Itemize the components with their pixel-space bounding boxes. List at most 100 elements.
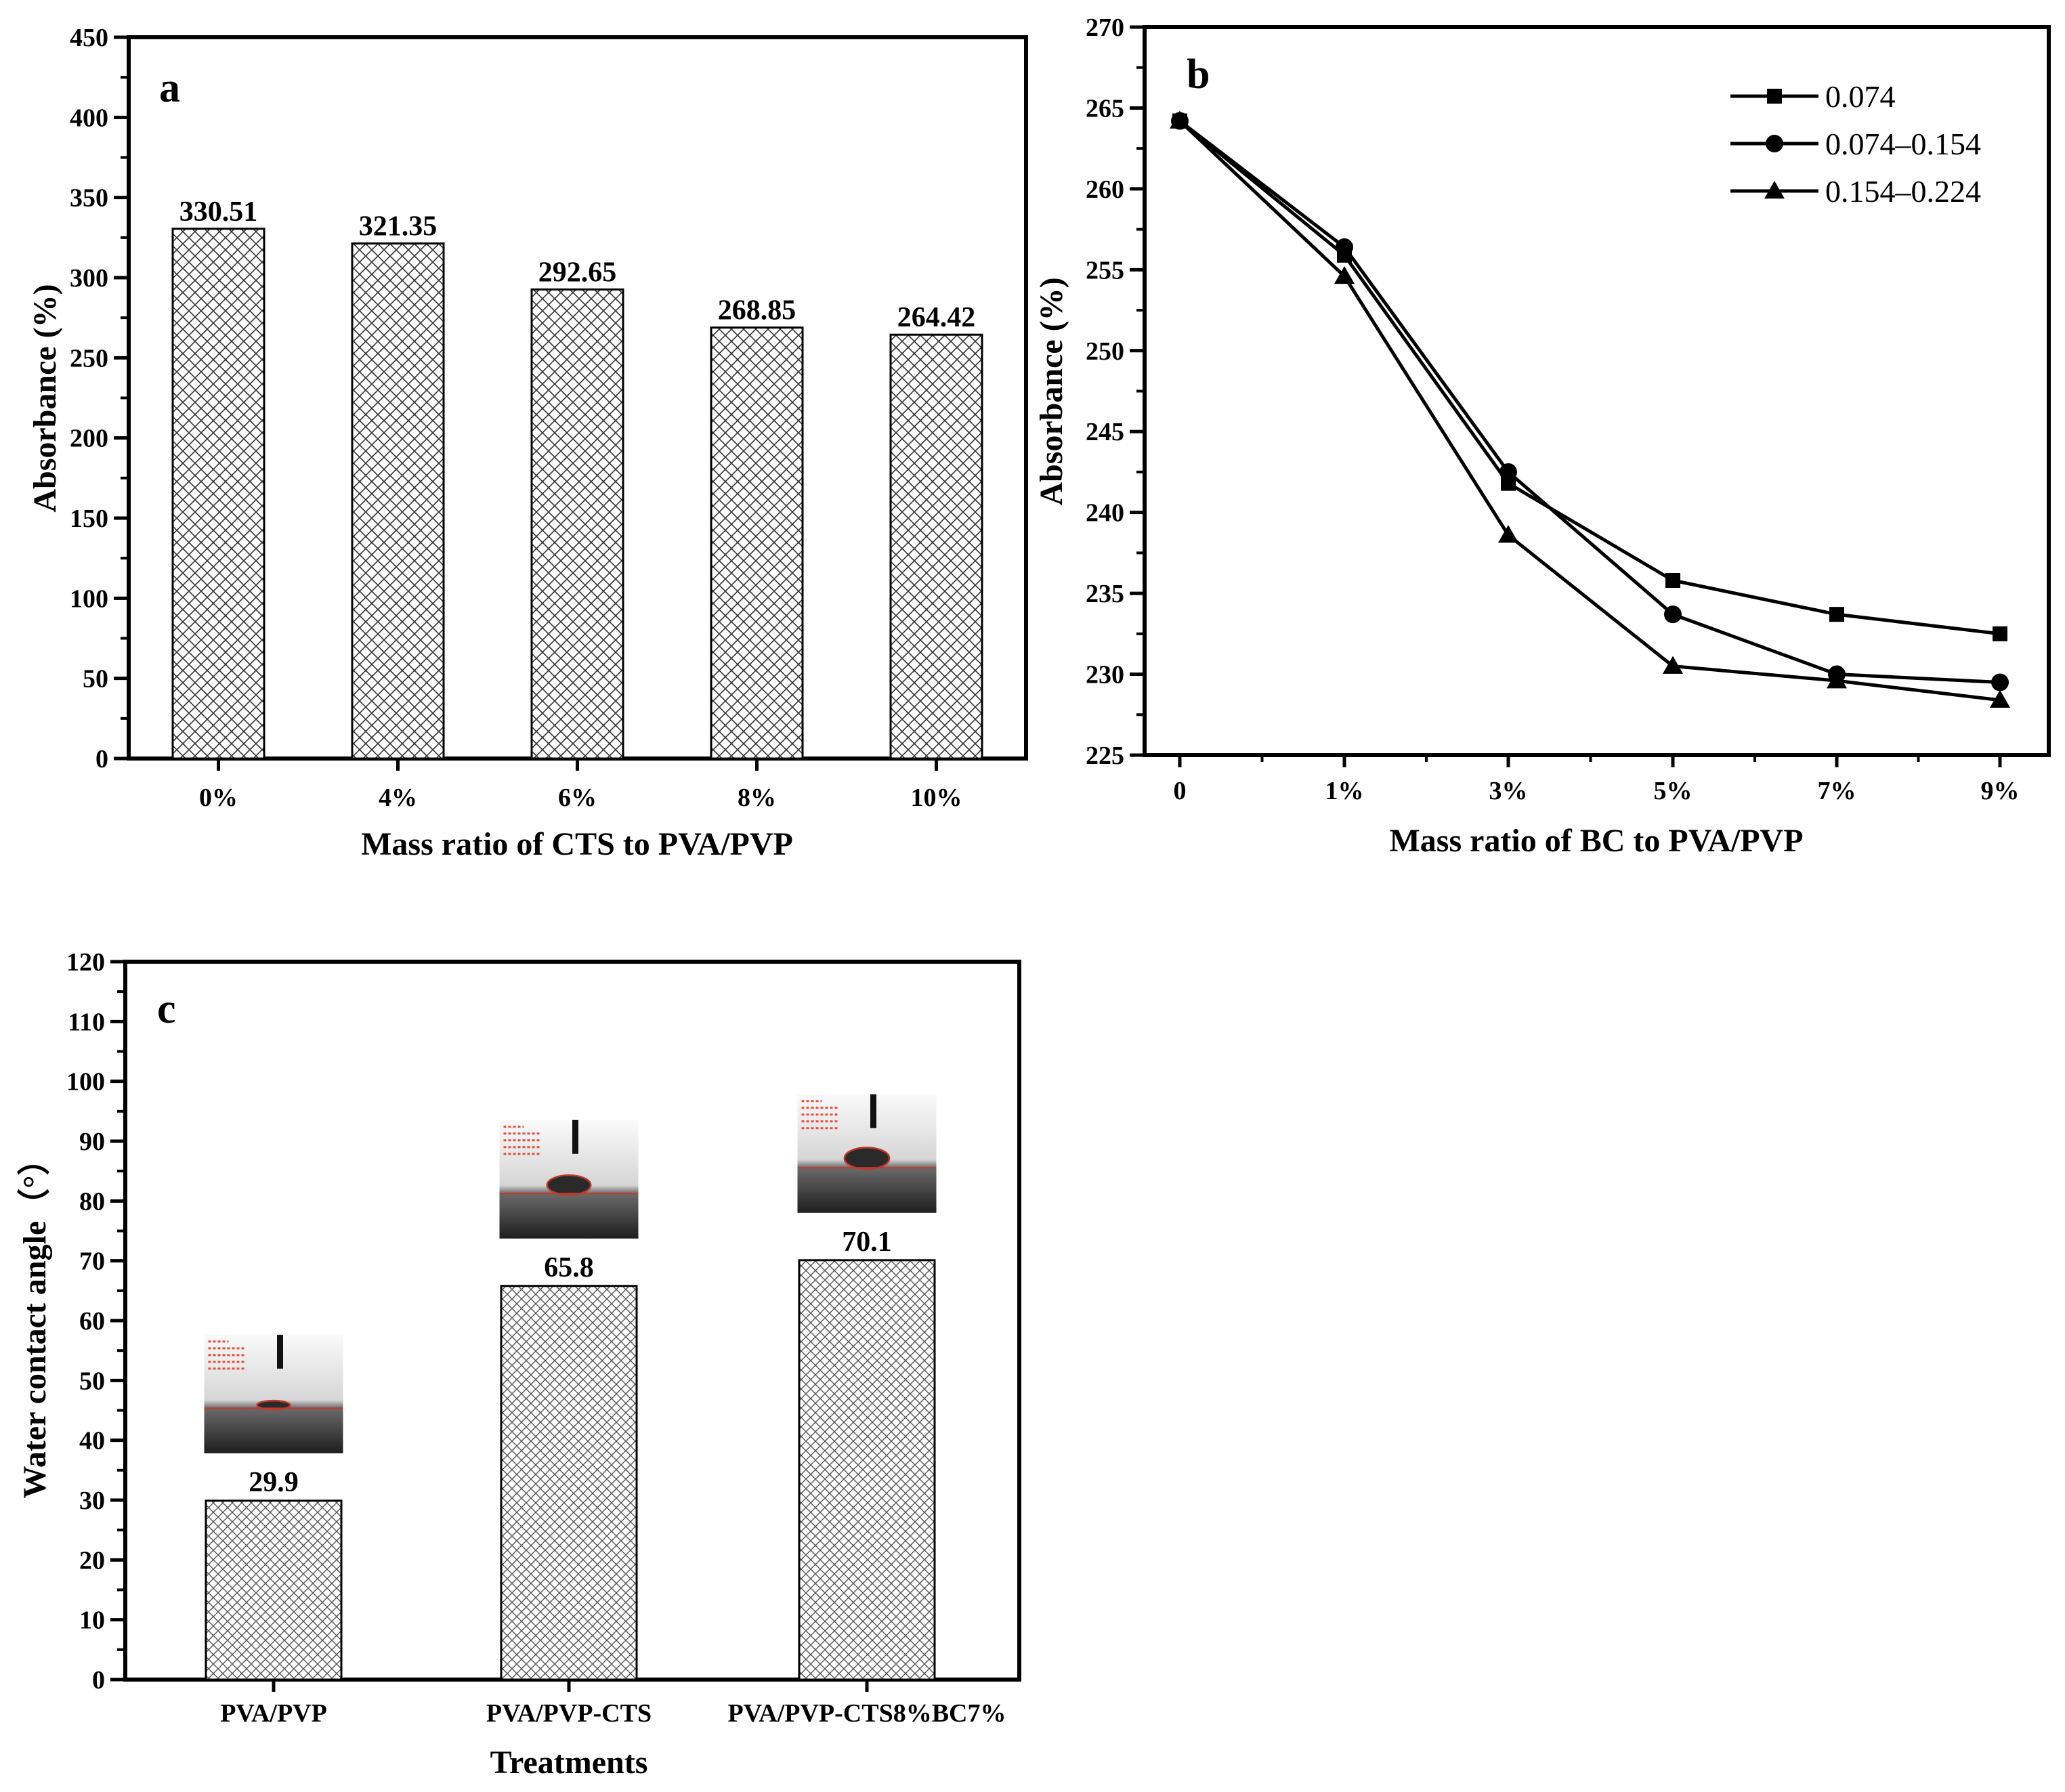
panel-a-x-tick-label: 8% [738, 784, 776, 812]
panel-c-bar-value-label: 65.8 [544, 1252, 594, 1283]
panel-b-y-tick-label: 235 [1086, 580, 1124, 608]
inset-droplet [256, 1399, 291, 1411]
panel-a-y-tick-label: 0 [95, 745, 108, 773]
panel-c-y-tick-label: 60 [79, 1307, 105, 1336]
panel-a-bar-chart: a 0 50 100 150 200 250 300 350 400 450 330.51 321.… [27, 24, 1028, 862]
panel-a-x-axis: 0% 4% 6% 8% 10% [199, 759, 962, 812]
panel-c-y-axis-title: Water contact angle（°） [17, 1143, 53, 1499]
panel-b-legend-marker [1766, 135, 1783, 152]
panel-c-x-tick-label: PVA/PVP-CTS [486, 1699, 652, 1728]
panel-a-bar [171, 228, 265, 760]
panel-a-bar [530, 288, 624, 760]
panel-b-legend-label: 0.154–0.224 [1825, 174, 1981, 209]
panel-a-bar [351, 242, 445, 760]
panel-c-x-axis: PVA/PVP PVA/PVP-CTS PVA/PVP-CTS8%BC7% [220, 1680, 1006, 1728]
panel-b-series-3 [1170, 110, 2010, 708]
panel-a-bar-value-label: 264.42 [897, 302, 976, 333]
panel-b-data-point [1170, 110, 1190, 129]
panel-b-legend-label: 0.074 [1825, 79, 1896, 114]
panel-a-bar-value-label: 321.35 [359, 211, 438, 242]
panel-b-series-line [1178, 119, 2001, 702]
panel-b-y-tick-label: 260 [1086, 175, 1124, 204]
panel-b-series-line [1178, 119, 2001, 684]
panel-a-bar-value-label: 268.85 [718, 295, 796, 326]
panel-a-y-tick-label: 350 [70, 184, 108, 213]
panel-b-x-tick-label: 9% [1981, 777, 2020, 805]
panel-b-legend-marker [1767, 89, 1782, 104]
droplet-photo-1 [204, 1334, 343, 1453]
panel-a-x-axis-title: Mass ratio of CTS to PVA/PVP [361, 826, 793, 862]
panel-c-x-tick-label: PVA/PVP-CTS8%BC7% [728, 1699, 1006, 1728]
droplet-photo-2 [499, 1119, 639, 1239]
panel-b-label: b [1187, 51, 1210, 98]
panel-b-x-tick-label: 1% [1325, 777, 1364, 805]
panel-b-data-point [1498, 525, 1518, 543]
panel-a-x-tick-label: 0% [199, 784, 238, 812]
panel-b-legend-marker [1764, 181, 1785, 199]
panel-c-bar-value-label: 70.1 [842, 1226, 892, 1258]
panel-c-y-tick-label: 100 [66, 1068, 105, 1096]
panel-b-data-point [1991, 673, 2009, 691]
panel-c-bar-value-label: 29.9 [249, 1467, 299, 1498]
panel-c-y-tick-label: 70 [79, 1247, 105, 1276]
panel-a-x-tick-label: 6% [558, 784, 597, 812]
panel-a-x-tick-label: 10% [911, 784, 962, 812]
droplet-photo-3 [797, 1094, 937, 1213]
inset-droplet [843, 1147, 891, 1170]
panel-c-bars: 29.9 65.8 70.1 [205, 1226, 936, 1681]
panel-c-y-tick-label: 80 [79, 1187, 105, 1216]
panel-c-y-tick-label: 30 [79, 1487, 105, 1515]
panel-b-legend-item: 0.154–0.224 [1730, 174, 1981, 209]
panel-a-y-axis-title: Absorbance (%) [27, 284, 63, 512]
panel-b-y-tick-label: 230 [1086, 661, 1124, 689]
panel-b-series [1170, 110, 2010, 708]
panel-b-y-axis: 225 230 235 240 245 250 255 260 265 270 [1086, 14, 1145, 770]
inset-needle [870, 1094, 876, 1128]
panel-a-y-axis: 0 50 100 150 200 250 300 350 400 450 [70, 24, 129, 773]
inset-droplet [546, 1174, 592, 1196]
panel-a-bar [710, 326, 804, 760]
panel-b-line-chart: b 225 230 235 240 245 250 255 260 265 270 0 1% 3% 5%… [1034, 14, 2051, 859]
panel-a-y-tick-label: 150 [70, 505, 108, 533]
panel-a-y-tick-label: 400 [70, 104, 108, 132]
panel-a-y-tick-label: 250 [70, 344, 108, 372]
panel-c-label: c [157, 986, 176, 1032]
panel-b-y-tick-label: 250 [1086, 337, 1124, 366]
panel-c-bar-chart: c 0 10 20 30 40 50 60 70 80 90 100 110 120 29.9 65.8 7… [17, 948, 1021, 1780]
panel-b-y-tick-label: 255 [1086, 256, 1124, 284]
panel-b-data-point [1664, 605, 1682, 624]
panel-b-data-point [1665, 573, 1680, 588]
panel-b-x-tick-label: 7% [1818, 777, 1856, 805]
panel-b-data-point [1990, 689, 2010, 708]
panel-b-data-point [1336, 238, 1353, 256]
panel-c-y-tick-label: 90 [79, 1128, 105, 1156]
panel-c-y-tick-label: 0 [92, 1666, 105, 1694]
panel-c-bar [500, 1285, 638, 1681]
panel-c-x-axis-title: Treatments [490, 1745, 648, 1780]
panel-a-label: a [159, 65, 180, 111]
panel-b-x-axis: 0 1% 3% 5% 7% 9% [1174, 755, 2020, 805]
panel-b-data-point [1663, 656, 1683, 674]
panel-a-bar-value-label: 292.65 [538, 257, 617, 288]
panel-b-legend-label: 0.074–0.154 [1825, 127, 1981, 161]
panel-a-bars: 330.51 321.35 292.65 268.85 264.42 [171, 196, 983, 760]
panel-b-x-tick-label: 5% [1654, 777, 1693, 805]
panel-b-y-tick-label: 245 [1086, 418, 1124, 446]
panel-c-y-tick-label: 20 [79, 1546, 105, 1575]
panel-b-data-point [1993, 626, 2007, 641]
panel-b-legend-item: 0.074 [1730, 79, 1896, 114]
panel-a-y-tick-label: 300 [70, 264, 108, 293]
panel-b-y-tick-label: 265 [1086, 94, 1124, 123]
inset-needle [572, 1119, 578, 1154]
panel-b-data-point [1499, 463, 1517, 481]
panel-b-y-axis-title: Absorbance (%) [1034, 277, 1069, 505]
panel-a-y-tick-label: 100 [70, 584, 108, 613]
panel-b-data-point [1829, 607, 1844, 622]
panel-c-y-axis: 0 10 20 30 40 50 60 70 80 90 100 110 120 [66, 948, 125, 1694]
panel-c-x-tick-label: PVA/PVP [220, 1699, 327, 1728]
panel-b-y-tick-label: 240 [1086, 499, 1124, 528]
panel-a-y-tick-label: 450 [70, 24, 108, 52]
inset-photo-background [204, 1334, 343, 1453]
panel-b-series-line [1178, 119, 2001, 636]
panel-b-x-tick-label: 0 [1174, 777, 1187, 805]
